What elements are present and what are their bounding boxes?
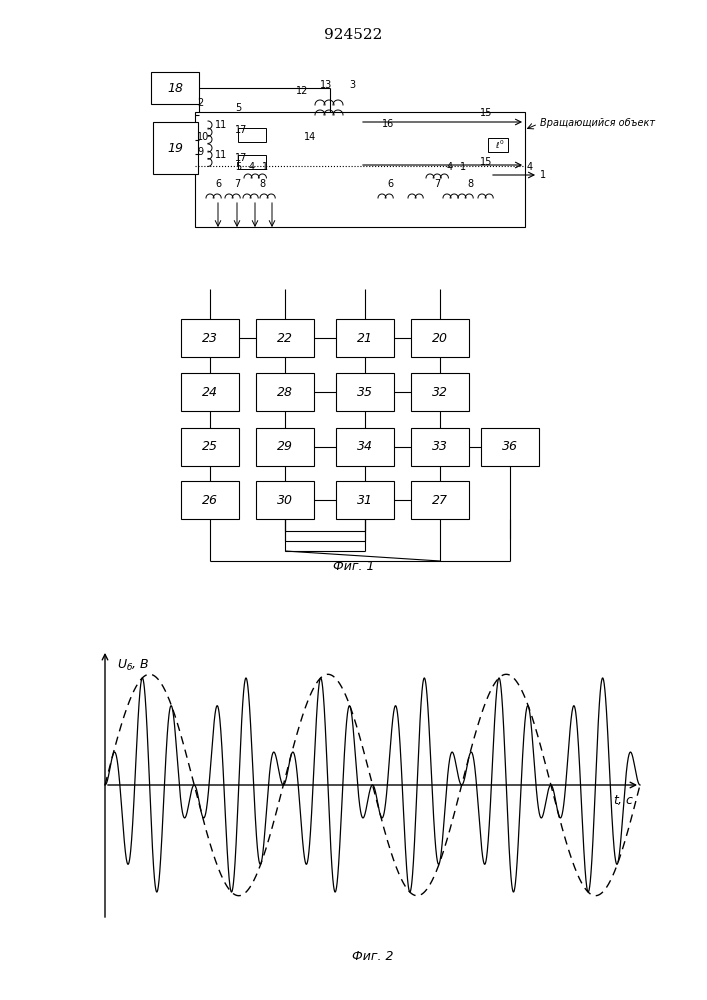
Text: 6: 6	[215, 179, 221, 189]
Text: 2: 2	[197, 98, 203, 108]
Text: 36: 36	[502, 440, 518, 454]
Text: 15: 15	[480, 108, 492, 118]
Text: 12: 12	[296, 86, 308, 96]
Text: $U_б$, В: $U_б$, В	[117, 658, 150, 673]
Text: 24: 24	[202, 385, 218, 398]
Text: 20: 20	[432, 332, 448, 344]
Bar	[153, 122, 197, 174]
Text: 15: 15	[480, 157, 492, 167]
Bar	[336, 428, 394, 466]
Bar	[256, 481, 314, 519]
Text: Вращающийся объект: Вращающийся объект	[540, 118, 655, 128]
Bar	[488, 138, 508, 152]
Text: 4: 4	[249, 162, 255, 172]
Text: 924522: 924522	[325, 28, 382, 42]
Text: 34: 34	[357, 440, 373, 454]
Text: 11: 11	[215, 120, 227, 130]
Text: 31: 31	[357, 493, 373, 506]
Text: 30: 30	[277, 493, 293, 506]
Bar	[256, 319, 314, 357]
Text: 13: 13	[320, 80, 332, 90]
Bar	[238, 155, 266, 169]
Bar	[181, 428, 239, 466]
Bar	[481, 428, 539, 466]
Bar	[195, 112, 525, 227]
Text: 32: 32	[432, 385, 448, 398]
Text: Фиг. 1: Фиг. 1	[333, 560, 375, 573]
Text: 33: 33	[432, 440, 448, 454]
Text: 21: 21	[357, 332, 373, 344]
Text: 8: 8	[467, 179, 473, 189]
Text: 11: 11	[215, 150, 227, 160]
Text: 3: 3	[349, 80, 355, 90]
Bar	[336, 481, 394, 519]
Text: 6: 6	[387, 179, 393, 189]
Bar	[256, 373, 314, 411]
Text: 19: 19	[167, 141, 183, 154]
Bar	[411, 373, 469, 411]
Text: 10: 10	[197, 132, 209, 142]
Bar	[336, 373, 394, 411]
Text: Фиг. 2: Фиг. 2	[352, 950, 393, 963]
Bar	[256, 428, 314, 466]
Bar	[411, 428, 469, 466]
Text: 5: 5	[235, 103, 241, 113]
Bar	[336, 319, 394, 357]
Text: 9: 9	[197, 147, 203, 157]
Bar	[181, 373, 239, 411]
Bar	[181, 319, 239, 357]
Text: $\ell^0$: $\ell^0$	[496, 139, 505, 151]
Bar	[151, 72, 199, 104]
Text: 16: 16	[382, 119, 394, 129]
Bar	[411, 319, 469, 357]
Text: 7: 7	[434, 179, 440, 189]
Text: 7: 7	[234, 179, 240, 189]
Text: 29: 29	[277, 440, 293, 454]
Text: 25: 25	[202, 440, 218, 454]
Text: 5: 5	[235, 162, 241, 172]
Text: 22: 22	[277, 332, 293, 344]
Text: 23: 23	[202, 332, 218, 344]
Text: 14: 14	[304, 132, 316, 142]
Text: 4: 4	[527, 162, 533, 172]
Text: $t$, с: $t$, с	[614, 793, 635, 807]
Bar	[238, 128, 266, 142]
Text: 35: 35	[357, 385, 373, 398]
Text: 27: 27	[432, 493, 448, 506]
Text: 8: 8	[259, 179, 265, 189]
Text: 1: 1	[540, 170, 546, 180]
Text: 4: 4	[447, 162, 453, 172]
Text: 26: 26	[202, 493, 218, 506]
Text: 1: 1	[262, 162, 268, 172]
Text: 1: 1	[460, 162, 466, 172]
Text: 18: 18	[167, 82, 183, 95]
Bar	[411, 481, 469, 519]
Text: 17: 17	[235, 125, 247, 135]
Text: 28: 28	[277, 385, 293, 398]
Text: 17: 17	[235, 153, 247, 163]
Bar	[181, 481, 239, 519]
